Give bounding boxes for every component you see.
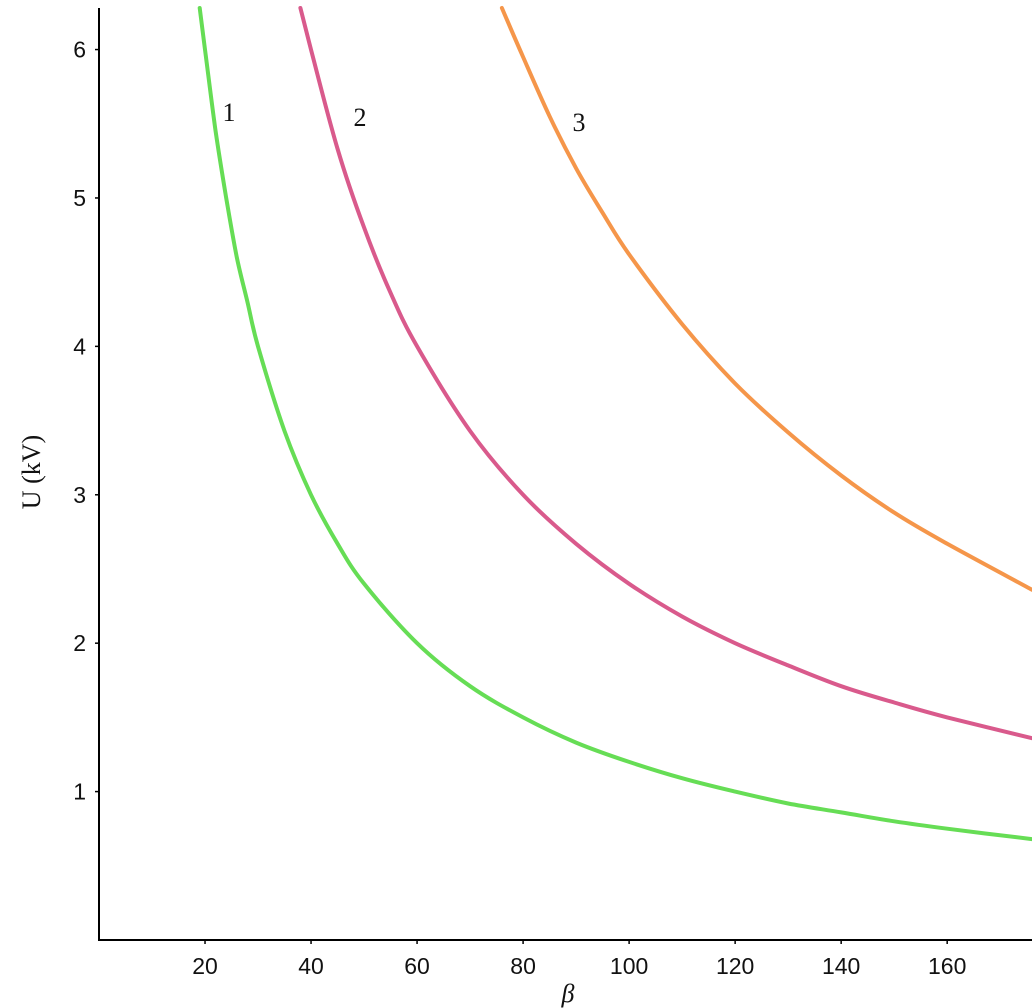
x-tick-label: 160	[928, 953, 966, 979]
x-axis-title: β	[561, 979, 575, 1008]
x-tick-label: 120	[716, 953, 754, 979]
y-tick-label: 6	[73, 37, 86, 63]
y-tick-label: 3	[73, 482, 86, 508]
series-label-1: 1	[223, 98, 236, 127]
y-axis-title: U (kV)	[17, 435, 46, 509]
x-ticks: 20 40 60 80 100 120 140 160	[192, 940, 966, 979]
series-label-3: 3	[573, 108, 586, 137]
y-ticks: 1 2 3 4 5 6	[73, 37, 99, 805]
series-line-3	[499, 6, 1032, 592]
series-label-2: 2	[354, 103, 367, 132]
x-tick-label: 40	[298, 953, 324, 979]
y-tick-label: 4	[73, 333, 86, 359]
x-tick-label: 80	[510, 953, 536, 979]
y-tick-label: 1	[73, 779, 86, 805]
y-tick-label: 5	[73, 185, 86, 211]
x-tick-label: 60	[404, 953, 430, 979]
y-tick-label: 2	[73, 630, 86, 656]
series-labels: 1 2 3	[223, 98, 586, 137]
series-line-2	[298, 6, 1032, 741]
x-tick-label: 140	[822, 953, 860, 979]
series-line-1	[197, 6, 1032, 842]
series-group	[197, 6, 1032, 842]
x-tick-label: 100	[610, 953, 648, 979]
x-tick-label: 20	[192, 953, 218, 979]
